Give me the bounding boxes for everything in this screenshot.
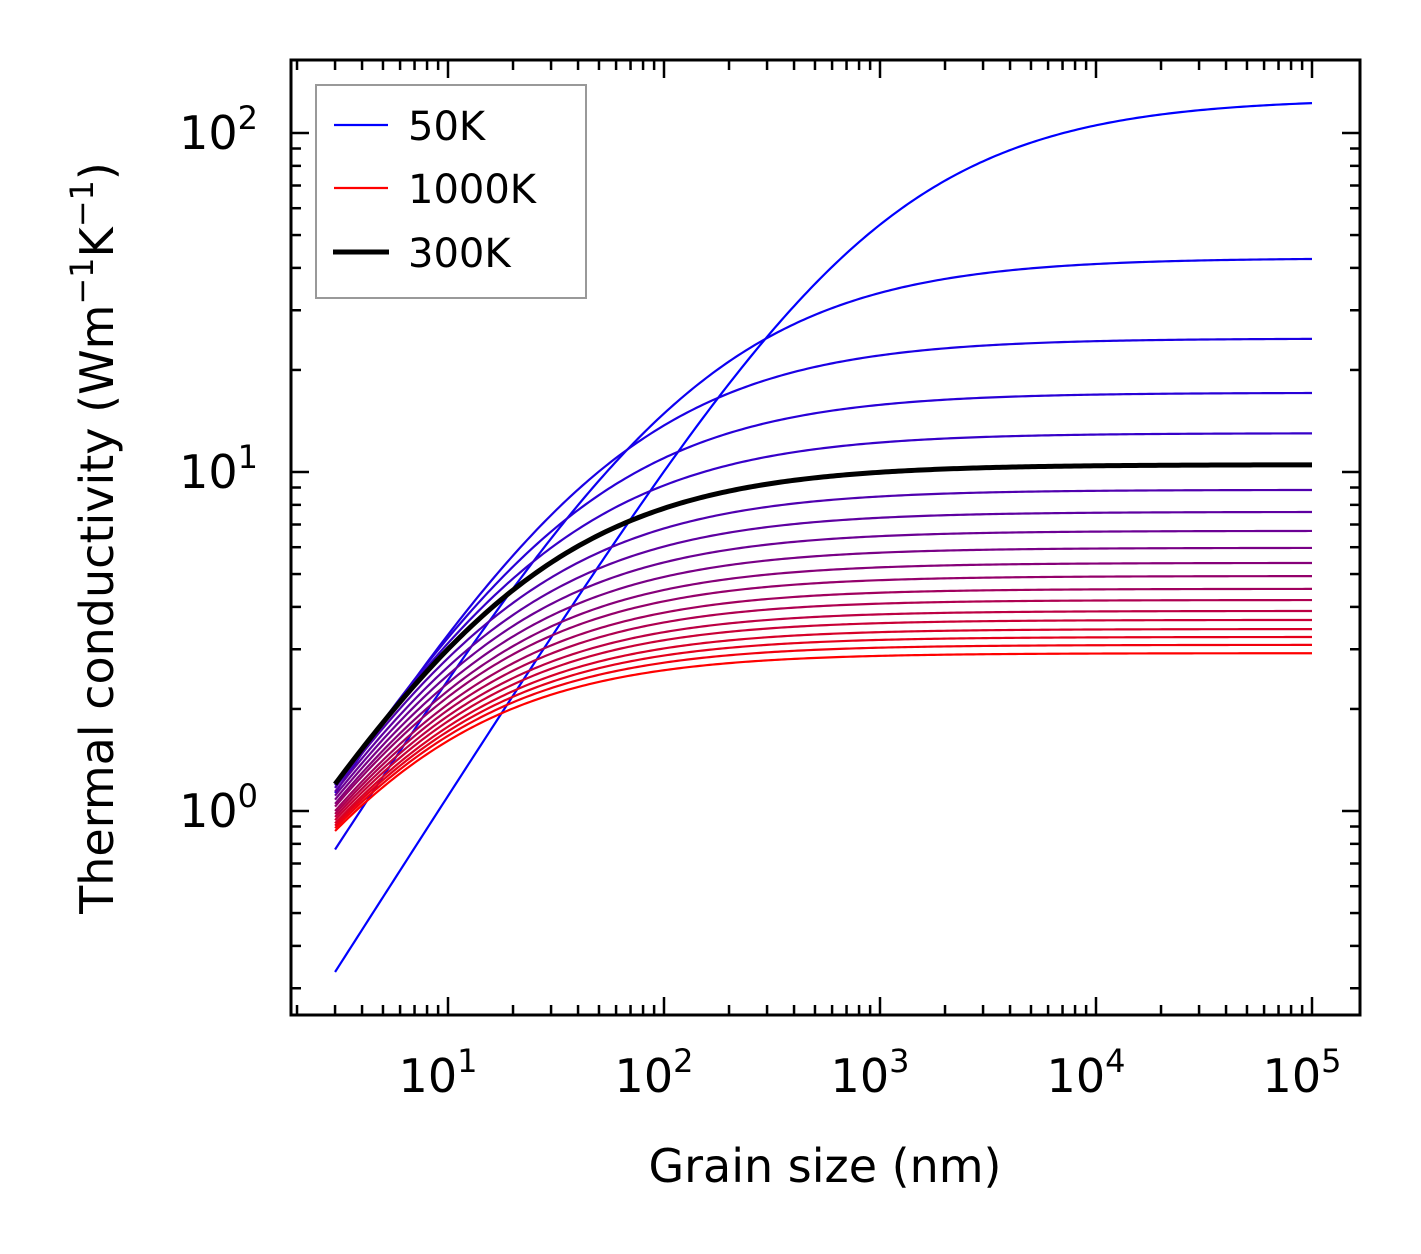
series-line-950k	[334, 643, 1313, 829]
highlight-layer	[333, 462, 1312, 786]
legend-label-50k: 50K	[408, 104, 487, 150]
x-tick-label-base: 10	[1047, 1049, 1106, 1103]
x-tick-label-exponent: 2	[673, 1042, 693, 1080]
y-tick-label-exponent: 0	[238, 777, 258, 815]
series-line-150k	[334, 337, 1313, 794]
y-tick-label: 100	[179, 777, 258, 838]
x-tick-label: 103	[831, 1042, 910, 1103]
series-line-500k	[334, 546, 1313, 801]
y-tick-label: 101	[179, 438, 258, 499]
series-line-400k	[334, 510, 1312, 793]
series-line-600k	[334, 575, 1313, 808]
y-tick-label-exponent: 1	[238, 438, 258, 476]
x-tick-label: 102	[615, 1042, 694, 1103]
x-tick-label-exponent: 5	[1321, 1042, 1341, 1080]
series-line-200k	[334, 391, 1313, 789]
series-line-750k	[334, 609, 1312, 818]
x-tick-label-base: 10	[831, 1049, 890, 1103]
series-line-1000k	[334, 652, 1312, 832]
y-axis-label-sup2: −1	[63, 180, 101, 227]
legend-label-300k: 300K	[408, 231, 512, 277]
x-tick-labels: 101 102 103 104 105	[399, 1042, 1342, 1103]
x-tick-label: 101	[399, 1042, 478, 1103]
x-tick-label-base: 10	[615, 1049, 674, 1103]
series-line-450k	[334, 529, 1312, 797]
y-axis-label-sup1: −1	[63, 257, 101, 304]
series-line-800k	[334, 618, 1312, 821]
y-tick-label-base: 10	[179, 106, 238, 160]
series-line-100k	[334, 257, 1313, 851]
x-tick-label: 105	[1263, 1042, 1342, 1103]
y-axis-label-main: Thermal conductivity (Wm	[70, 305, 124, 915]
series-line-550k	[334, 561, 1312, 805]
y-tick-label: 102	[179, 99, 258, 160]
y-tick-label-base: 10	[179, 784, 238, 838]
x-tick-label: 104	[1047, 1042, 1126, 1103]
y-axis-label: Thermal conductivity (Wm−1K−1)	[63, 162, 124, 915]
series-line-900k	[334, 635, 1312, 827]
x-tick-label-base: 10	[1263, 1049, 1322, 1103]
x-tick-label-exponent: 3	[889, 1042, 909, 1080]
x-tick-label-base: 10	[399, 1049, 458, 1103]
legend: 50K 1000K 300K	[315, 84, 587, 299]
series-line-850k	[334, 628, 1312, 825]
series-line-700k	[334, 598, 1312, 815]
x-tick-label-exponent: 1	[457, 1042, 477, 1080]
y-tick-label-base: 10	[179, 445, 238, 499]
series-line-50k	[334, 102, 1313, 973]
legend-box	[315, 84, 587, 299]
legend-label-1000k: 1000K	[408, 167, 538, 213]
series-line-650k	[334, 587, 1312, 812]
axis-ticks	[291, 60, 1360, 1015]
series-line-350k	[334, 488, 1312, 789]
series-line-250k	[334, 432, 1313, 787]
x-tick-label-exponent: 4	[1105, 1042, 1125, 1080]
y-tick-label-exponent: 2	[238, 99, 258, 137]
axes-frame	[289, 58, 1362, 1017]
x-axis-label: Grain size (nm)	[649, 1139, 1002, 1193]
y-axis-label-mid: K	[70, 225, 124, 257]
y-axis-label-end: )	[70, 162, 124, 180]
highlight-line-300k	[333, 462, 1312, 786]
